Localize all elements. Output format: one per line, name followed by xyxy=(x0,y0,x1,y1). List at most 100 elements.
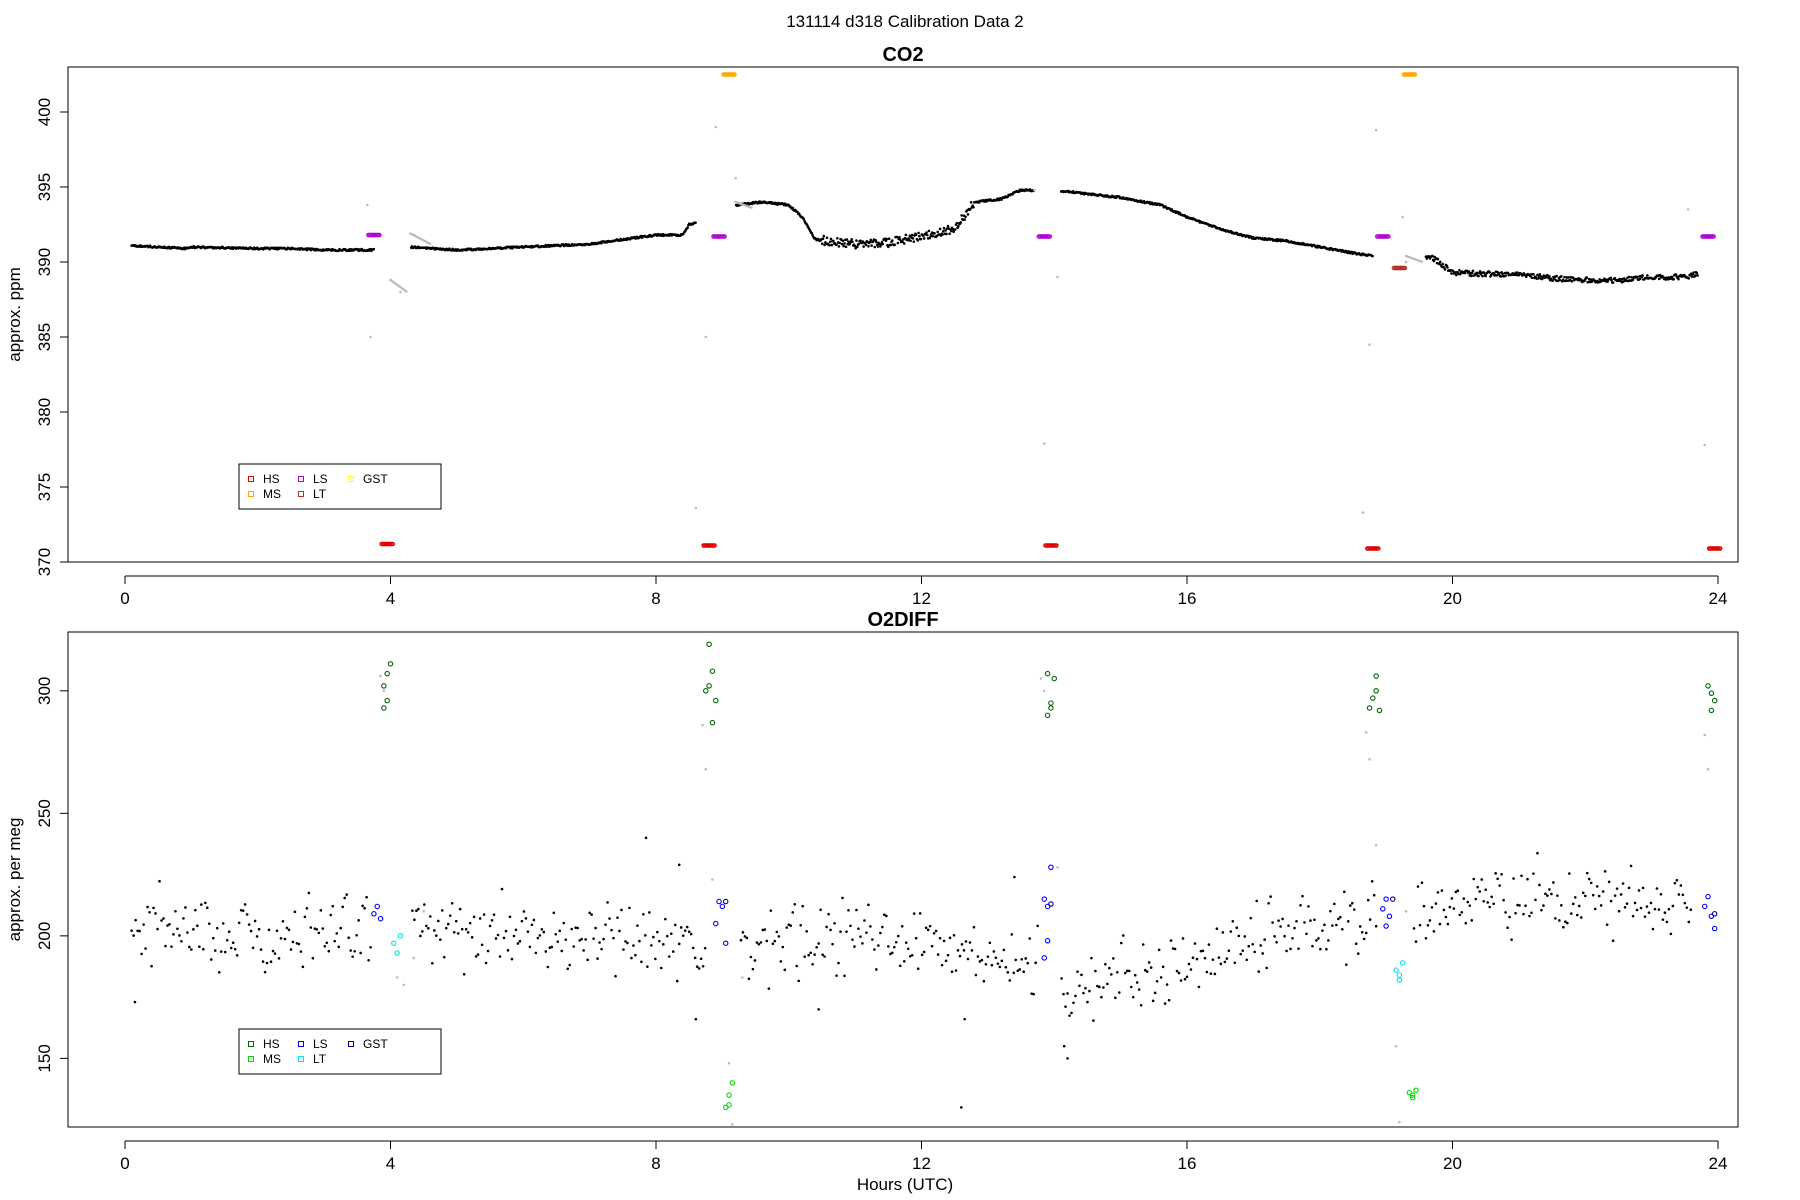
ambient-point xyxy=(470,936,474,939)
calibration-point-gst xyxy=(1390,896,1396,902)
ambient-point xyxy=(1100,995,1103,999)
legend-label-gst: GST xyxy=(363,1037,388,1051)
ambient-point xyxy=(1239,952,1243,956)
ambient-point xyxy=(970,949,974,952)
ambient-point xyxy=(512,934,516,938)
ambient-point xyxy=(1583,894,1587,898)
ambient-point xyxy=(237,921,241,925)
ambient-point xyxy=(881,925,884,929)
ambient-point xyxy=(919,237,923,241)
ambient-point xyxy=(1647,911,1651,914)
ambient-point xyxy=(1335,923,1338,927)
ambient-point xyxy=(156,927,159,931)
ambient-point xyxy=(253,919,257,923)
ambient-point xyxy=(1327,939,1330,942)
ambient-point xyxy=(514,928,518,932)
ambient-point xyxy=(558,929,562,933)
ambient-point xyxy=(992,950,996,953)
ambient-point xyxy=(526,930,530,933)
ambient-point xyxy=(164,944,167,948)
ambient-point xyxy=(1117,991,1121,994)
ambient-point xyxy=(745,936,749,940)
ambient-point xyxy=(1030,992,1033,995)
ambient-point xyxy=(1508,915,1511,919)
ambient-point xyxy=(810,231,814,235)
ambient-point xyxy=(789,924,793,927)
ambient-point xyxy=(1540,277,1544,281)
ambient-point xyxy=(1321,929,1324,932)
ambient-point xyxy=(1072,1001,1075,1005)
ambient-point xyxy=(1181,937,1185,940)
excluded-point xyxy=(379,674,382,678)
ambient-point xyxy=(822,234,826,238)
ambient-point xyxy=(658,939,661,943)
ambient-point xyxy=(844,245,848,249)
ambient-point xyxy=(933,232,936,235)
ambient-point xyxy=(1687,920,1691,924)
ambient-point xyxy=(204,901,207,905)
ambient-point xyxy=(1560,275,1563,278)
ambient-point xyxy=(1563,275,1566,279)
ambient-point xyxy=(622,948,625,951)
ambient-point xyxy=(598,941,601,944)
calibration-point-ls xyxy=(712,920,719,927)
ambient-point xyxy=(359,951,362,955)
excluded-point xyxy=(750,206,753,209)
ambient-point xyxy=(875,240,878,244)
ambient-point xyxy=(586,958,589,962)
ambient-point xyxy=(960,943,964,946)
ambient-point xyxy=(456,932,460,935)
calibration-point-ms xyxy=(726,1102,732,1108)
ambient-point xyxy=(614,974,617,978)
ambient-point xyxy=(739,938,743,942)
ambient-point xyxy=(984,962,988,966)
ambient-point xyxy=(1036,924,1039,928)
calibration-point-ls xyxy=(1711,925,1718,932)
ambient-point xyxy=(1000,959,1004,963)
ambient-point xyxy=(303,915,307,919)
ambient-point xyxy=(793,902,797,906)
ambient-point xyxy=(1253,950,1257,954)
ambient-point xyxy=(1452,907,1456,910)
ambient-point xyxy=(663,917,667,921)
ambient-point xyxy=(650,944,653,947)
ambient-point xyxy=(1486,901,1489,904)
ambient-point xyxy=(1064,1005,1067,1008)
ambient-point xyxy=(1497,272,1501,275)
ambient-point xyxy=(269,960,273,963)
ambient-point xyxy=(1066,1057,1069,1060)
calibration-point-ms xyxy=(1409,1092,1416,1098)
x-tick-label: 8 xyxy=(651,1154,660,1173)
ambient-point xyxy=(988,941,992,945)
ambient-point xyxy=(1492,902,1495,906)
ambient-point xyxy=(1470,274,1473,278)
ambient-point xyxy=(813,953,816,956)
ambient-point xyxy=(170,945,173,948)
ambient-point xyxy=(1175,969,1179,973)
ambient-point xyxy=(502,936,506,940)
ambient-point xyxy=(1088,989,1091,993)
ambient-point xyxy=(1548,275,1551,278)
ambient-point xyxy=(859,239,862,242)
ambient-point xyxy=(1639,906,1643,910)
data-points xyxy=(130,641,1718,1126)
ambient-point xyxy=(966,213,970,216)
ambient-point xyxy=(1094,969,1097,973)
ambient-point xyxy=(1416,885,1420,888)
ambient-point xyxy=(1458,913,1462,917)
ambient-point xyxy=(444,926,448,930)
ambient-point xyxy=(958,954,962,958)
ambient-point xyxy=(339,926,343,930)
ambient-point xyxy=(1119,941,1123,945)
ambient-point xyxy=(1082,991,1085,995)
ambient-point xyxy=(1564,920,1567,924)
ambient-point xyxy=(562,921,566,925)
x-tick-label: 0 xyxy=(120,589,129,608)
legend-box xyxy=(238,463,442,510)
ambient-point xyxy=(1436,891,1440,894)
ambient-point xyxy=(1585,871,1589,875)
ambient-point xyxy=(1201,949,1205,953)
ambient-point xyxy=(1621,882,1625,885)
